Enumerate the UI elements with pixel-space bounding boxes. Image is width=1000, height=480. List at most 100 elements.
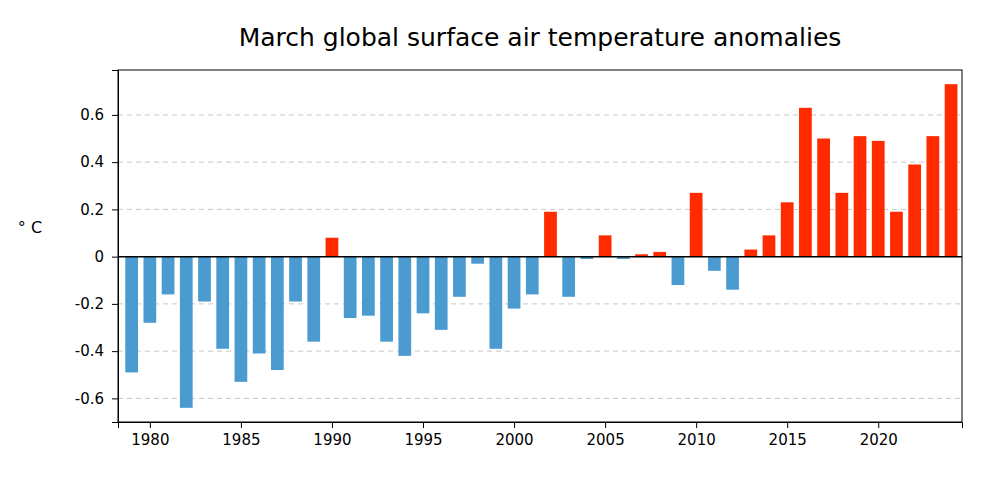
bar [872, 141, 885, 257]
bar [908, 164, 921, 256]
bar [180, 257, 193, 408]
bar [854, 136, 867, 256]
grid-line [118, 209, 962, 210]
bars [125, 84, 957, 408]
bar [817, 139, 830, 257]
x-tick-mark [696, 422, 697, 428]
bar [307, 257, 320, 342]
x-tick: 1985 [222, 422, 260, 449]
x-tick: 2005 [587, 422, 625, 449]
grid-line [118, 114, 962, 115]
x-tick: 1990 [313, 422, 351, 449]
y-axis-title: ° C [18, 218, 42, 237]
grid-line [118, 256, 962, 257]
bar [235, 257, 248, 382]
x-tick-mark [423, 422, 424, 428]
x-tick-mark [332, 422, 333, 428]
y-tick-label: -0.4 [75, 342, 104, 360]
bar [672, 257, 685, 285]
y-tick-label: 0 [94, 248, 104, 266]
bar [781, 202, 794, 256]
bar [926, 136, 939, 256]
bar [726, 257, 739, 290]
bar [380, 257, 393, 342]
x-tick-mark [878, 422, 879, 428]
bar [289, 257, 302, 302]
x-tick: 1995 [404, 422, 442, 449]
grid-line [118, 162, 962, 163]
y-tick: 0 [94, 248, 118, 266]
bar [708, 257, 721, 271]
x-tick-mark [150, 422, 151, 428]
bar [526, 257, 539, 295]
x-tick-mark [605, 422, 606, 428]
bar [271, 257, 284, 370]
plot-area: 1980 1985 1990 1995 2000 2005 2010 2015 2020 -0.6… [75, 70, 963, 449]
y-tick-label: -0.6 [75, 390, 104, 408]
bar [599, 235, 612, 256]
x-tick-label: 2015 [769, 431, 807, 449]
grid [118, 115, 962, 398]
bar [945, 84, 958, 256]
x-tick-label: 1985 [222, 431, 260, 449]
bar [471, 257, 484, 264]
x-tick-label: 2010 [678, 431, 716, 449]
y-tick-mark [112, 257, 118, 258]
x-axis: 1980 1985 1990 1995 2000 2005 2010 2015 2020 [119, 422, 963, 449]
bar [216, 257, 229, 349]
x-tick-label: 2000 [495, 431, 533, 449]
x-tick-label: 2020 [860, 431, 898, 449]
title: March global surface air temperature ano… [239, 23, 842, 52]
bar [799, 108, 812, 257]
bar [690, 193, 703, 257]
bar [162, 257, 175, 295]
x-tick: 2010 [678, 422, 716, 449]
bar [326, 238, 339, 257]
y-tick: 0.6 [80, 106, 118, 124]
bar [835, 193, 848, 257]
bar [362, 257, 375, 316]
bar [143, 257, 156, 323]
y-tick: -0.4 [75, 342, 118, 360]
y-tick-mark [112, 304, 118, 305]
x-tick-label: 2005 [587, 431, 625, 449]
bar [489, 257, 502, 349]
y-tick-mark [112, 162, 118, 163]
bar [398, 257, 411, 356]
x-tick-mark [787, 422, 788, 428]
y-axis: -0.6 -0.4 -0.2 0 0.2 0.4 0.6 [75, 71, 119, 423]
x-tick-label: 1995 [404, 431, 442, 449]
y-tick: -0.2 [75, 295, 118, 313]
x-tick: 2000 [495, 422, 533, 449]
x-tick: 1980 [131, 422, 169, 449]
y-tick-label: 0.2 [80, 201, 104, 219]
x-tick-mark [514, 422, 515, 428]
bar [198, 257, 211, 302]
chart: 1980 1985 1990 1995 2000 2005 2010 2015 2020 -0.6… [0, 0, 1000, 480]
bar [763, 235, 776, 256]
x-tick: 2020 [860, 422, 898, 449]
y-tick-label: -0.2 [75, 295, 104, 313]
bar [744, 250, 757, 257]
bar [344, 257, 357, 318]
bar [435, 257, 448, 330]
bar [253, 257, 266, 354]
x-tick-mark [241, 422, 242, 428]
plot-frame [118, 70, 962, 422]
x-tick-label: 1980 [131, 431, 169, 449]
y-tick-mark [112, 398, 118, 399]
bar [562, 257, 575, 297]
zero-line [118, 256, 962, 258]
y-tick-label: 0.6 [80, 106, 104, 124]
y-tick: -0.6 [75, 390, 118, 408]
bar [453, 257, 466, 297]
y-axis-line [112, 71, 119, 423]
y-tick: 0.2 [80, 201, 118, 219]
bar [417, 257, 430, 314]
bar [890, 212, 903, 257]
grid-line [118, 398, 962, 399]
y-tick: 0.4 [80, 153, 118, 171]
y-tick-mark [112, 115, 118, 116]
y-tick-label: 0.4 [80, 153, 104, 171]
bar [544, 212, 557, 257]
